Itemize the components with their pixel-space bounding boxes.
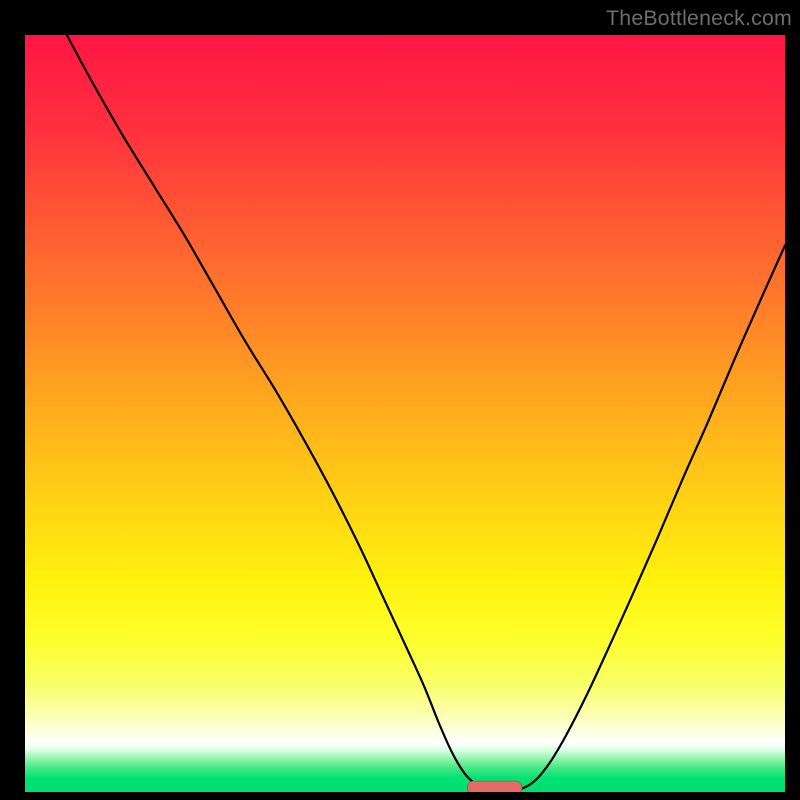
optimal-point-marker [467,781,522,792]
bottleneck-curve-chart [25,35,785,792]
plot-area [25,35,785,792]
gradient-background [25,35,785,792]
chart-stage: TheBottleneck.com [0,0,800,800]
watermark-text: TheBottleneck.com [606,6,792,31]
